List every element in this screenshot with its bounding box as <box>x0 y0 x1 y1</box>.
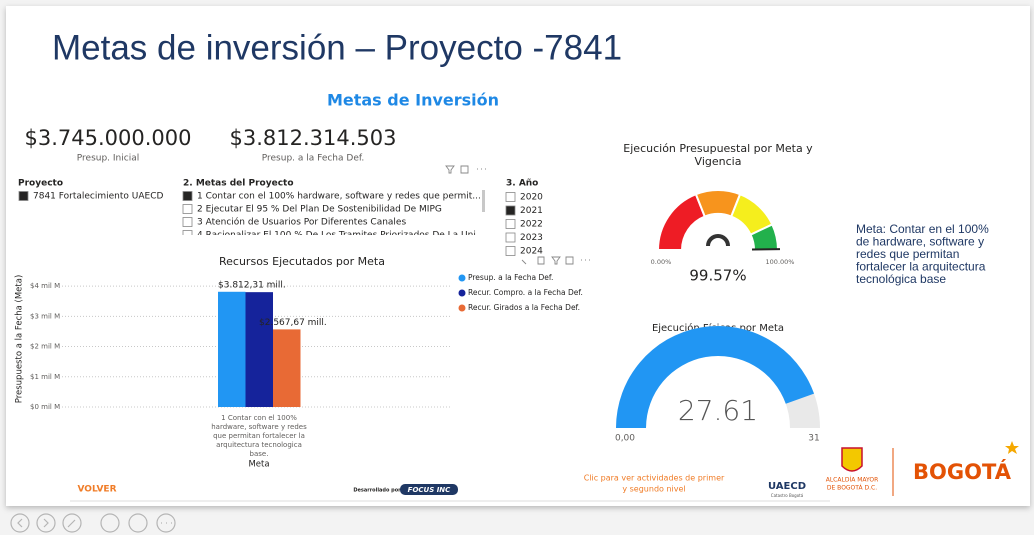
activities-link[interactable]: Clic para ver actividades de primer <box>584 474 725 483</box>
goal-note: redes que permitan <box>856 247 959 261</box>
data-label: $3.812,31 mill. <box>218 280 286 290</box>
gauge-title: Vigencia <box>695 155 742 168</box>
y-tick-label: $1 mil M <box>30 373 60 381</box>
scrollbar <box>482 190 485 212</box>
slicer-checkbox[interactable] <box>505 205 516 216</box>
zoom-button[interactable] <box>128 513 148 533</box>
goal-note: fortalecer la arquitectura <box>856 260 986 274</box>
gauge-max: 31 <box>808 434 819 444</box>
slicer-item: 2022 <box>520 220 543 230</box>
goal-note: tecnológica base <box>856 272 946 286</box>
x-tick-label: hardware, software y redes <box>211 423 307 431</box>
gauge-min: 0.00% <box>651 258 672 266</box>
goal-note: Meta: Contar en el 100% <box>856 222 989 236</box>
x-tick-label: arquitectura tecnologica <box>216 441 302 449</box>
prev-button[interactable] <box>10 513 30 533</box>
slicer-item: 2021 <box>520 206 543 216</box>
slicer-checkbox[interactable] <box>505 232 516 243</box>
toolbar <box>10 513 176 533</box>
goal-note: de hardware, software y <box>856 235 984 249</box>
alcaldia: DE BOGOTÁ D.C. <box>827 485 877 492</box>
data-label: $2.567,67 mill. <box>259 318 327 328</box>
more-button[interactable] <box>156 513 176 533</box>
developer: FOCUS INC <box>408 486 451 494</box>
gauge-max: 100.00% <box>766 258 795 266</box>
slicer-item: 2023 <box>520 233 543 243</box>
y-tick-label: $0 mil M <box>30 403 60 411</box>
coat-of-arms <box>841 447 863 472</box>
gauge-icon <box>706 234 730 247</box>
back-button[interactable]: VOLVER <box>78 485 117 495</box>
gauge-value: 27.61 <box>678 394 758 427</box>
bar <box>218 291 246 407</box>
slicer-checkbox[interactable] <box>505 219 516 229</box>
activities-link[interactable]: y segundo nivel <box>622 485 685 494</box>
slicer-checkbox[interactable] <box>182 191 193 201</box>
report-title: Metas de Inversión <box>327 91 499 110</box>
gauge-min: 0,00 <box>615 434 635 444</box>
stars <box>1005 441 1019 454</box>
slicer-item: 2 Ejecutar El 95 % Del Plan De Sostenibi… <box>197 205 442 215</box>
slicer-checkbox[interactable] <box>18 191 29 201</box>
slicer-checkbox[interactable] <box>505 246 516 256</box>
x-tick-label: que permitan fortalecer la <box>213 432 305 440</box>
slicer-item: 3 Atención de Usuarios Por Diferentes Ca… <box>197 217 406 228</box>
alcaldia: ALCALDÍA MAYOR <box>826 477 879 484</box>
bar <box>273 329 301 407</box>
legend-label: Recur. Compro. a la Fecha Def. <box>468 288 583 297</box>
uaecd-sub: Catastro Bogotá <box>771 493 804 498</box>
slide-title: Metas de inversión – Proyecto -7841 <box>52 28 622 67</box>
y-tick-label: $3 mil M <box>30 312 60 320</box>
gauge-title: Ejecución Presupuestal por Meta y <box>623 142 813 155</box>
slicer-cover <box>180 235 490 245</box>
slicer-checkbox[interactable] <box>182 217 193 227</box>
gauge-value: 99.57% <box>689 267 746 285</box>
slicer-title: 2. Metas del Proyecto <box>183 179 294 189</box>
developed-by: Desarrollado por <box>353 488 401 494</box>
bogota-logo: BOGOTÁ <box>913 459 1012 484</box>
next-button[interactable] <box>36 513 56 533</box>
y-tick-label: $2 mil M <box>30 343 60 351</box>
slicer-title: 3. Año <box>506 179 538 189</box>
kpi-label: Presup. Inicial <box>77 154 139 164</box>
slicer-item: 1 Contar con el 100% hardware, software … <box>197 192 481 202</box>
slicer-checkbox[interactable] <box>505 192 516 202</box>
pen-button[interactable] <box>62 513 82 533</box>
x-axis-title: Meta <box>248 460 269 470</box>
legend-marker <box>458 289 466 297</box>
kpi-value: $3.745.000.000 <box>25 126 192 150</box>
y-axis-title: Presupuesto a la Fecha (Meta) <box>15 275 25 404</box>
y-tick-label: $4 mil M <box>30 282 60 290</box>
slicer-item: 7841 Fortalecimiento UAECD <box>33 192 163 202</box>
legend-label: Presup. a la Fecha Def. <box>468 273 553 282</box>
slide-canvas <box>6 6 1030 506</box>
slicer-title: Proyecto <box>18 179 63 189</box>
slicer-item: 2024 <box>520 247 543 257</box>
legend-marker <box>458 274 466 282</box>
view-button[interactable] <box>100 513 120 533</box>
x-tick-label: 1 Contar con el 100% <box>221 414 297 422</box>
chart-title: Recursos Ejecutados por Meta <box>219 255 385 268</box>
visual-header-icons <box>445 165 590 265</box>
uaecd-logo: UAECD <box>768 481 806 492</box>
kpi-value: $3.812.314.503 <box>230 126 397 150</box>
gauge-fill <box>615 325 815 428</box>
legend-label: Recur. Girados a la Fecha Def. <box>468 303 580 312</box>
bar <box>245 292 273 407</box>
legend-marker <box>458 304 466 312</box>
kpi-label: Presup. a la Fecha Def. <box>262 154 364 164</box>
developer-logo-bg <box>400 484 458 495</box>
x-tick-label: base. <box>250 450 269 458</box>
slicer-checkbox[interactable] <box>182 204 193 214</box>
slicer-item: 2020 <box>520 193 543 203</box>
